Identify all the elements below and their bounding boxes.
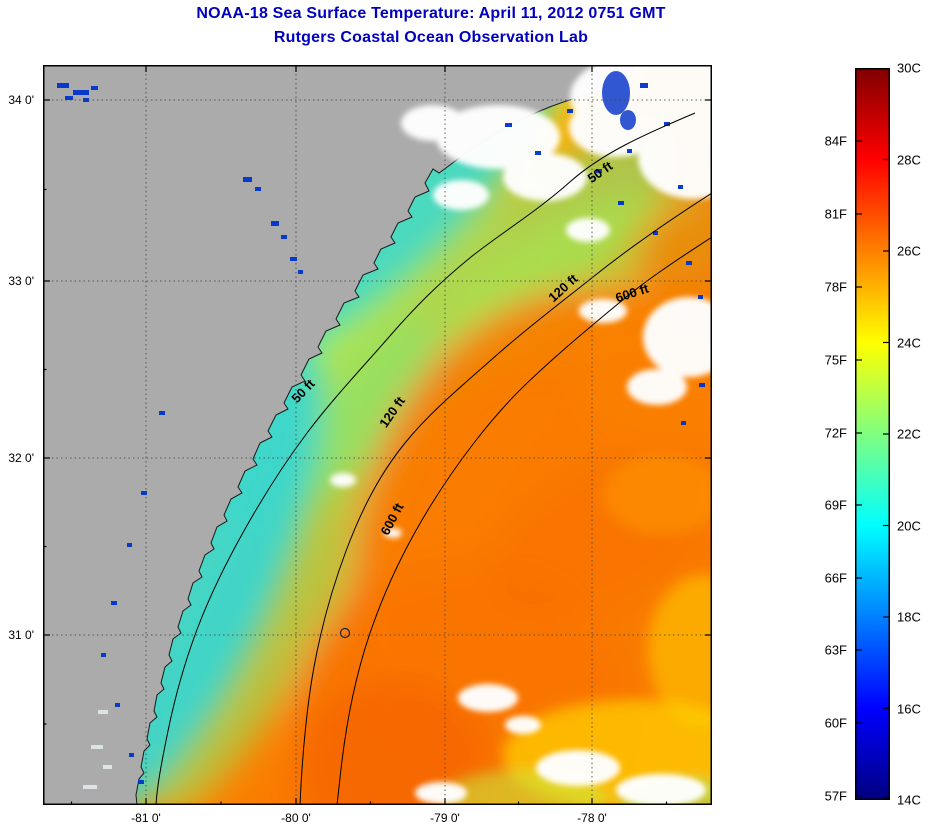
graticule [43, 65, 712, 805]
lon-tick-label: -78 0' [577, 811, 607, 825]
colorbar-label-f: 84F [824, 133, 847, 149]
colorbar-label-c: 30C [897, 60, 921, 76]
lat-tick-label: 32 0' [8, 451, 34, 465]
colorbar-label-f: 75F [824, 352, 847, 368]
sst-map-canvas [43, 65, 712, 805]
colorbar-label-c: 20C [897, 518, 921, 533]
coastal-marsh-speckles [83, 710, 112, 789]
contour-50ft-path [155, 112, 696, 805]
colorbar-fahrenheit-scale: 84F 81F 78F 75F 72F 69F 66F 63F 60F 57F [793, 68, 847, 804]
lat-tick-label: 33 0' [8, 274, 34, 288]
colorbar-label-c: 18C [897, 609, 921, 625]
colorbar-label-f: 60F [824, 715, 847, 731]
plot-border [43, 65, 712, 805]
colorbar-label-f: 69F [824, 497, 847, 513]
lon-tick-label: -79 0' [430, 811, 460, 825]
colorbar-label-f: 57F [824, 788, 847, 804]
colorbar-label-c: 24C [897, 335, 921, 350]
colorbar-label-f: 78F [824, 279, 847, 295]
temperature-colorbar [855, 68, 890, 800]
figure-subtitle: Rutgers Coastal Ocean Observation Lab [273, 29, 589, 46]
colorbar-label-c: 22C [897, 426, 921, 442]
contour-120ft-path [299, 192, 712, 805]
colorbar-label-f: 81F [824, 206, 847, 222]
sst-map: 50 ft 120 ft 600 ft 50 ft 120 ft 600 ft [43, 65, 712, 805]
buoy-marker [339, 627, 351, 639]
colorbar-label-f: 63F [824, 642, 847, 658]
colorbar-label-c: 14C [897, 792, 921, 808]
colorbar-border [855, 68, 890, 800]
lon-tick-label: -80 0' [281, 811, 311, 825]
cloud-speckles [57, 71, 705, 784]
figure-title: NOAA-18 Sea Surface Temperature: April 1… [196, 5, 666, 22]
colorbar-label-c: 28C [897, 152, 921, 167]
lon-tick-label: -81 0' [131, 811, 161, 825]
colorbar-label-f: 72F [824, 425, 847, 441]
colorbar-label-c: 26C [897, 243, 921, 259]
lat-tick-label: 34 0' [8, 93, 34, 107]
colorbar-celsius-scale: 30C 28C 26C 24C 22C 20C 18C 16C 14C [897, 61, 936, 808]
contour-600ft-path [336, 236, 712, 805]
colorbar-label-c: 16C [897, 701, 921, 716]
lat-tick-label: 31 0' [8, 628, 34, 642]
colorbar-label-f: 66F [824, 570, 847, 586]
